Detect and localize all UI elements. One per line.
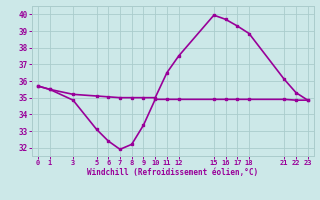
X-axis label: Windchill (Refroidissement éolien,°C): Windchill (Refroidissement éolien,°C) (87, 168, 258, 177)
